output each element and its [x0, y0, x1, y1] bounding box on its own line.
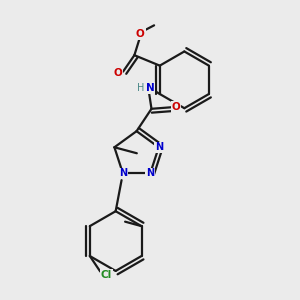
Text: O: O — [113, 68, 122, 78]
Text: N: N — [146, 168, 154, 178]
Text: Cl: Cl — [100, 270, 112, 280]
Text: O: O — [136, 29, 145, 39]
Text: N: N — [155, 142, 163, 152]
Text: H: H — [137, 83, 145, 93]
Text: O: O — [172, 102, 181, 112]
Text: N: N — [146, 83, 154, 93]
Text: N: N — [119, 168, 127, 178]
